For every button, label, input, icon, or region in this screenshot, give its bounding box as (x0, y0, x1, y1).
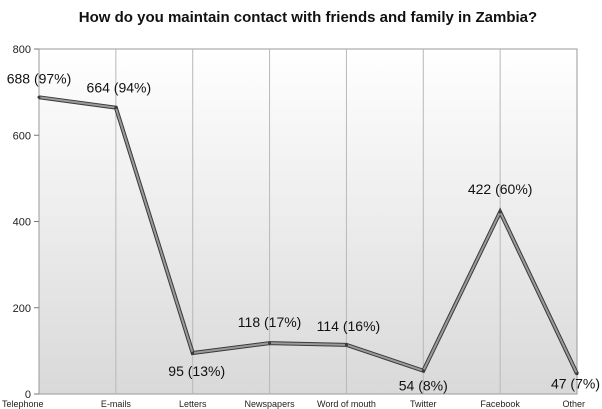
data-label: 47 (7%) (551, 376, 600, 392)
data-label: 95 (13%) (168, 363, 225, 379)
data-label: 118 (17%) (238, 314, 302, 330)
data-point (344, 343, 348, 347)
y-tick-label: 200 (13, 303, 31, 315)
data-label: 688 (97%) (7, 70, 72, 86)
data-point (37, 95, 41, 99)
data-label: 54 (8%) (399, 378, 448, 394)
x-tick-label: Word of mouth (317, 399, 376, 409)
x-tick-label: E-mails (101, 399, 132, 409)
x-tick-label: Other (562, 399, 585, 409)
y-tick-label: 800 (13, 44, 31, 56)
y-tick-label: 0 (25, 389, 31, 401)
axes: 0 200 400 600 800 Telephone E-mails Letters News… (2, 44, 585, 409)
data-point (191, 351, 195, 355)
data-point (421, 369, 425, 373)
y-tick-label: 600 (13, 130, 31, 142)
data-point (498, 210, 502, 214)
data-label: 664 (94%) (87, 80, 152, 96)
data-label: 114 (16%) (317, 318, 381, 334)
data-point (114, 106, 118, 110)
x-tick-label: Twitter (410, 399, 437, 409)
x-tick-label: Letters (179, 399, 207, 409)
x-tick-label: Facebook (480, 399, 520, 409)
series-line (37, 95, 579, 376)
plot-area (38, 48, 578, 395)
series-line-path (38, 96, 578, 375)
data-label: 422 (60%) (468, 181, 533, 197)
y-tick-label: 400 (13, 217, 31, 229)
data-point (268, 341, 272, 345)
chart-title: How do you maintain contact with friends… (79, 9, 537, 26)
data-labels: 688 (97%) 664 (94%) 95 (13%) 118 (17%) 114 (… (7, 70, 600, 393)
x-tick-label: Newspapers (245, 399, 296, 409)
x-tick-label: Telephone (2, 399, 44, 409)
data-point (575, 372, 579, 376)
